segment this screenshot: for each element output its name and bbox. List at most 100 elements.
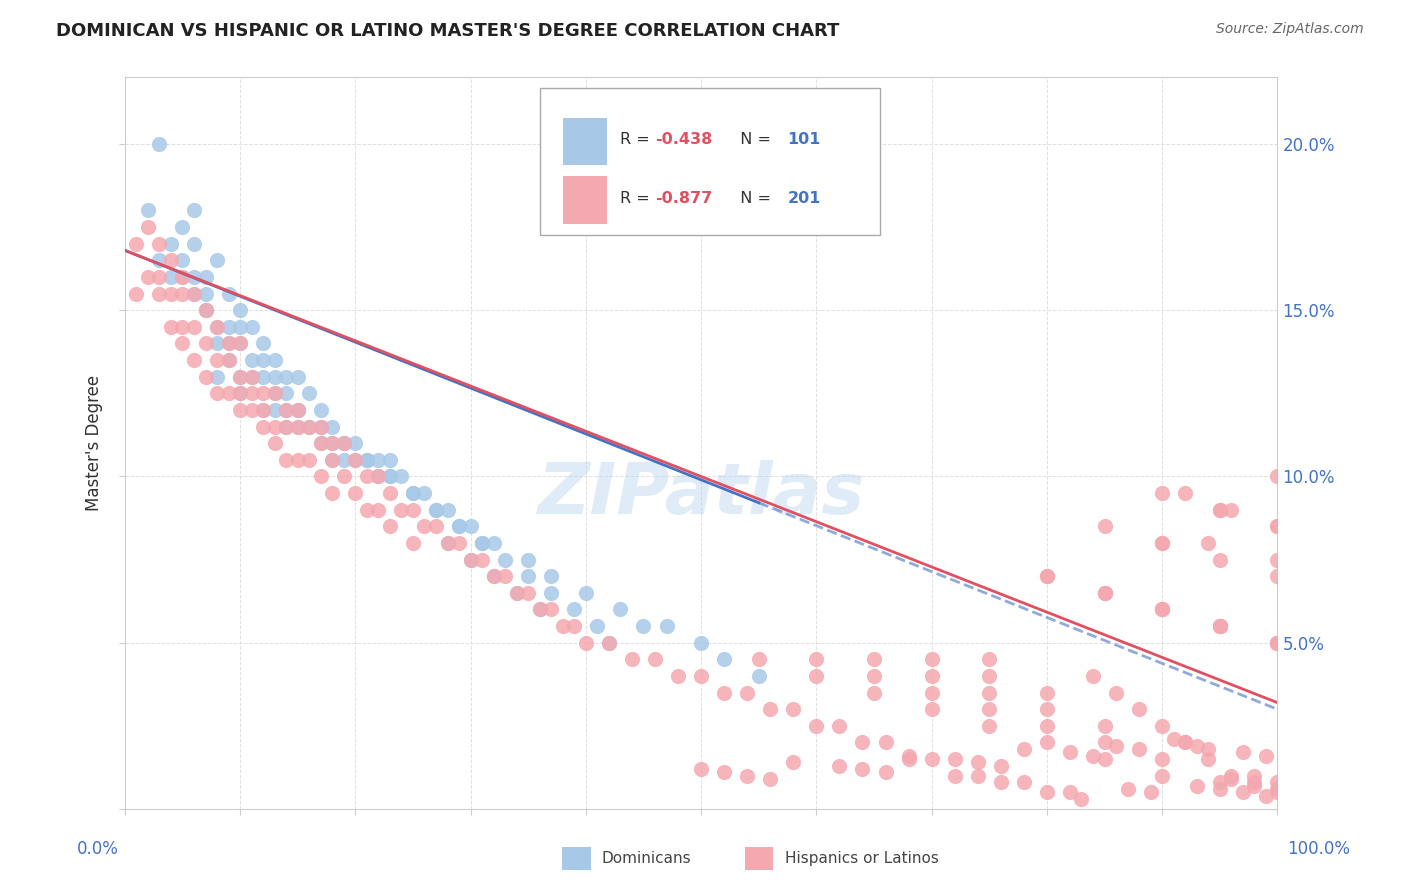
Point bbox=[598, 636, 620, 650]
Point bbox=[449, 519, 471, 533]
Point bbox=[460, 552, 482, 566]
Point bbox=[425, 502, 447, 516]
Point bbox=[333, 469, 356, 483]
Point bbox=[1012, 775, 1035, 789]
Point bbox=[1152, 602, 1174, 616]
Point bbox=[482, 536, 505, 550]
Point bbox=[160, 319, 183, 334]
Point bbox=[333, 436, 356, 450]
Point bbox=[1267, 552, 1289, 566]
Point bbox=[378, 519, 401, 533]
Point bbox=[666, 669, 689, 683]
Point bbox=[391, 469, 413, 483]
Point bbox=[367, 502, 389, 516]
Point bbox=[367, 453, 389, 467]
Point bbox=[1197, 742, 1219, 756]
Point bbox=[252, 369, 274, 384]
Point bbox=[1105, 739, 1128, 753]
Point bbox=[713, 765, 735, 780]
Point bbox=[205, 369, 228, 384]
Point bbox=[148, 269, 170, 284]
Point bbox=[287, 419, 309, 434]
Point bbox=[690, 762, 713, 776]
FancyBboxPatch shape bbox=[540, 88, 880, 235]
Point bbox=[205, 353, 228, 368]
Text: R =: R = bbox=[620, 132, 655, 147]
Point bbox=[194, 369, 217, 384]
Text: 0.0%: 0.0% bbox=[77, 840, 120, 858]
Point bbox=[505, 586, 527, 600]
Point bbox=[1209, 502, 1232, 516]
Point bbox=[979, 702, 1001, 716]
Point bbox=[252, 336, 274, 351]
Point bbox=[263, 386, 285, 401]
Point bbox=[1267, 636, 1289, 650]
Point bbox=[263, 419, 285, 434]
Point bbox=[575, 586, 598, 600]
Point bbox=[1094, 586, 1116, 600]
Point bbox=[1036, 719, 1059, 733]
Point bbox=[897, 748, 920, 763]
Point bbox=[309, 436, 332, 450]
Point bbox=[921, 669, 943, 683]
Point bbox=[921, 685, 943, 699]
Point bbox=[1209, 775, 1232, 789]
Point bbox=[921, 652, 943, 666]
Point bbox=[1094, 519, 1116, 533]
Point bbox=[460, 552, 482, 566]
Point bbox=[598, 636, 620, 650]
Point bbox=[1185, 779, 1208, 793]
Point bbox=[378, 469, 401, 483]
Point bbox=[1152, 719, 1174, 733]
Point bbox=[517, 569, 540, 583]
Point bbox=[966, 756, 988, 770]
Point bbox=[1128, 702, 1150, 716]
Point bbox=[160, 236, 183, 251]
Point bbox=[1209, 619, 1232, 633]
Point bbox=[344, 486, 367, 500]
Point bbox=[205, 253, 228, 268]
Point bbox=[263, 403, 285, 417]
Point bbox=[863, 669, 886, 683]
Point bbox=[148, 286, 170, 301]
Point bbox=[620, 652, 643, 666]
Point bbox=[344, 453, 367, 467]
Point bbox=[298, 386, 321, 401]
Point bbox=[806, 652, 828, 666]
Point bbox=[1185, 739, 1208, 753]
Point bbox=[1105, 685, 1128, 699]
Point bbox=[436, 536, 458, 550]
Point bbox=[263, 436, 285, 450]
Point bbox=[172, 253, 194, 268]
Point bbox=[1267, 636, 1289, 650]
Point bbox=[276, 386, 298, 401]
Point bbox=[344, 436, 367, 450]
Point bbox=[276, 419, 298, 434]
Point bbox=[1174, 735, 1197, 749]
Point bbox=[240, 403, 263, 417]
Point bbox=[183, 286, 205, 301]
Point bbox=[759, 702, 782, 716]
Point bbox=[551, 619, 574, 633]
Point bbox=[402, 502, 425, 516]
Text: ZIPatlas: ZIPatlas bbox=[537, 460, 865, 529]
Point bbox=[183, 319, 205, 334]
Point bbox=[1232, 785, 1254, 799]
Point bbox=[321, 486, 343, 500]
Point bbox=[482, 569, 505, 583]
Point bbox=[172, 286, 194, 301]
Point bbox=[690, 636, 713, 650]
Point bbox=[240, 319, 263, 334]
Point bbox=[263, 369, 285, 384]
Point bbox=[1128, 742, 1150, 756]
Point bbox=[136, 220, 159, 235]
Point bbox=[1220, 502, 1243, 516]
Point bbox=[1267, 519, 1289, 533]
Point bbox=[875, 735, 897, 749]
Point bbox=[378, 453, 401, 467]
Point bbox=[713, 652, 735, 666]
Point bbox=[125, 236, 148, 251]
Point bbox=[979, 669, 1001, 683]
Point bbox=[298, 453, 321, 467]
Point bbox=[828, 719, 851, 733]
